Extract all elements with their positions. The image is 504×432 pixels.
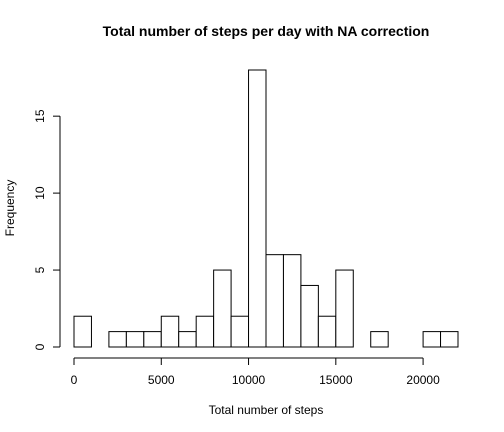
chart-title: Total number of steps per day with NA co… <box>103 23 430 39</box>
histogram-bar <box>160 315 180 348</box>
bars-group <box>73 69 459 348</box>
x-tick-label: 0 <box>71 373 78 387</box>
histogram-bar <box>73 315 92 348</box>
x-tick-label: 10000 <box>232 373 266 387</box>
y-tick-label: 5 <box>33 266 47 273</box>
histogram-bar <box>143 331 162 348</box>
histogram-bar <box>125 331 145 348</box>
x-tick-label: 20000 <box>406 373 440 387</box>
y-tick-label: 0 <box>33 343 47 350</box>
x-axis: 0 5000 10000 15000 20000 <box>71 357 440 387</box>
histogram-bar <box>422 331 442 348</box>
histogram-bar <box>230 315 250 348</box>
histogram-bar <box>213 269 232 348</box>
histogram-bar <box>317 315 337 348</box>
x-axis-label: Total number of steps <box>209 403 324 417</box>
y-axis-label: Frequency <box>3 180 17 237</box>
histogram-bar <box>282 254 302 348</box>
histogram-bar <box>300 284 319 348</box>
histogram-bar <box>440 331 459 348</box>
y-tick-label: 10 <box>33 186 47 200</box>
histogram-bar <box>195 315 215 348</box>
y-axis: 0 5 10 15 <box>33 109 61 350</box>
histogram-bar <box>265 254 284 348</box>
x-tick-label: 15000 <box>319 373 353 387</box>
histogram-bar <box>248 69 267 348</box>
histogram-bar <box>370 331 389 348</box>
histogram-bar <box>108 331 127 348</box>
histogram-bar <box>178 331 197 348</box>
y-tick-label: 15 <box>33 109 47 123</box>
x-tick-label: 5000 <box>148 373 175 387</box>
histogram-bar <box>335 269 354 348</box>
